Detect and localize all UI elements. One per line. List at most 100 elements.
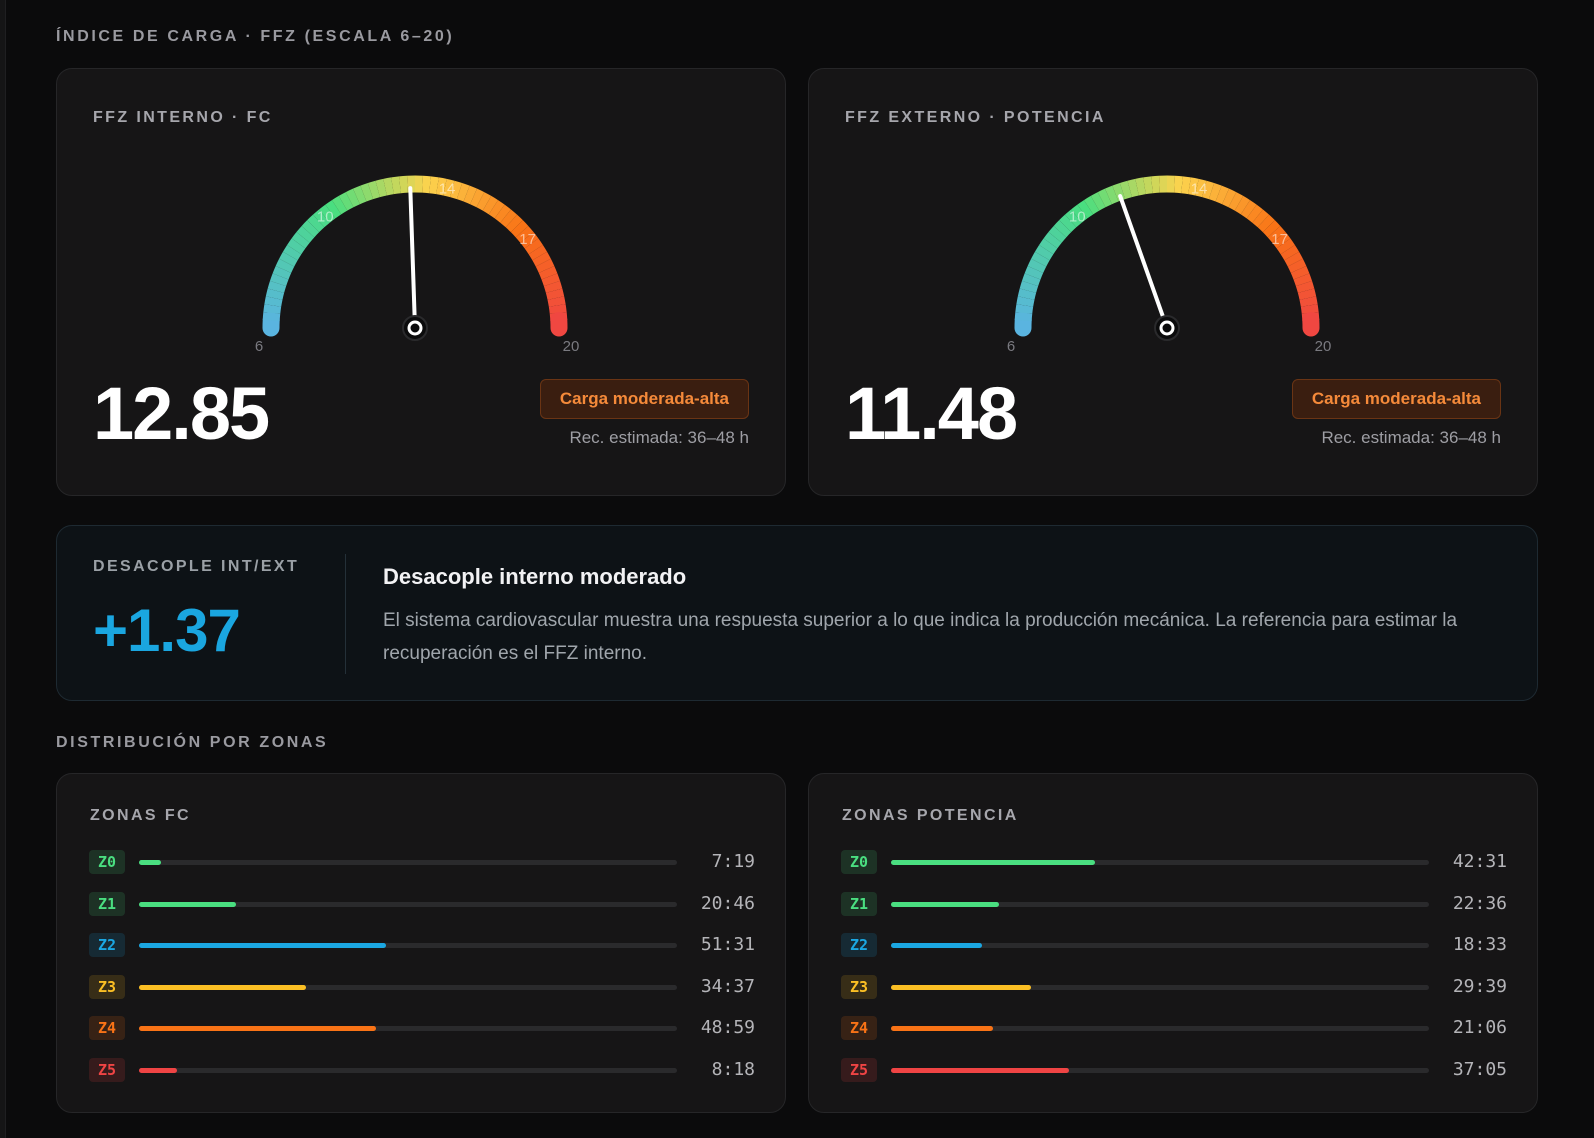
gauge-arc-segment [541, 273, 561, 287]
zone-bar-track [139, 984, 677, 990]
gauge-arc-segment [1064, 209, 1082, 228]
zone-bar-track [891, 860, 1429, 865]
gauge-arc-segment [443, 178, 455, 198]
zone-tag: Z0 [841, 850, 877, 874]
gauge-arc-segment [1048, 225, 1067, 243]
gauge-title: FFZ EXTERNO · POTENCIA [845, 109, 1106, 126]
zone-bar-fill [891, 943, 983, 948]
gauge-arc-segment [436, 177, 447, 196]
zone-bar-fill [139, 943, 387, 948]
gauge-arc-segment [545, 288, 565, 300]
gauge-arc-segment [279, 251, 298, 267]
zone-tag: Z0 [89, 850, 125, 874]
gauge-arc-segment [331, 195, 348, 215]
zone-tag: Z5 [89, 1057, 125, 1082]
zone-time: 8:18 [711, 1058, 755, 1080]
gauge-arc-segment [494, 204, 511, 223]
gauge-arc-segment [510, 220, 529, 238]
zone-row: Z0 42:31 [841, 850, 1507, 874]
gauge-title: FFZ INTERNO · FC [93, 109, 273, 126]
gauge-arc-segment [1267, 225, 1286, 243]
gauge-arc-segment [267, 280, 287, 293]
gauge-arc-segment [429, 176, 439, 195]
zone-time: 34:37 [700, 975, 755, 997]
gauge-arc-segment [1234, 195, 1251, 215]
gauge-arc-segment [1077, 200, 1094, 219]
zone-time: 29:39 [1452, 975, 1507, 997]
zone-tag: Z5 [841, 1057, 877, 1082]
gauge-arc-segment [463, 185, 478, 205]
gauge-tick-label: 20 [1315, 338, 1332, 355]
gauge-arc-segment [1027, 258, 1047, 273]
gauge-needle [408, 186, 417, 330]
gauge-internal: 6 10 14 17 20 [255, 175, 579, 355]
gauge-arc-segment [1297, 288, 1317, 300]
load-section-title: ÍNDICE DE CARGA · FFZ (ESCALA 6–20) [56, 28, 455, 45]
gauge-arc-segment [287, 238, 306, 255]
zone-time: 48:59 [700, 1017, 755, 1038]
gauge-arc-segment [1240, 200, 1257, 219]
zone-bar-fill [139, 984, 306, 990]
zone-time: 21:06 [1452, 1017, 1507, 1038]
gauge-card-external: FFZ EXTERNO · POTENCIA 6 10 14 17 20 11.48 C… [808, 68, 1538, 496]
gauge-arc-segment [352, 185, 367, 205]
gauge-tick-label: 17 [519, 231, 536, 248]
gauge-arc-segment [1246, 204, 1263, 223]
zone-bar-track [139, 901, 677, 907]
gauge-arc-segment [1043, 232, 1062, 249]
zone-bar-fill [891, 860, 1096, 865]
zones-panel-hr: ZONAS FC Z0 7:19 Z1 20:46 Z2 51:31 Z3 34:37 Z4 48… [56, 773, 786, 1113]
gauge-arc-segment [275, 258, 295, 273]
gauge-tick-label: 14 [439, 181, 456, 198]
zone-bar-track [139, 943, 677, 948]
gauge-arc-segment [1019, 280, 1039, 293]
zone-time: 51:31 [700, 934, 755, 955]
zone-bar-track [139, 860, 677, 865]
gauge-arc-segment [1016, 296, 1035, 307]
zone-time: 37:05 [1452, 1058, 1507, 1080]
gauge-arc-segment [375, 178, 387, 198]
gauge-arc-segment [1071, 204, 1088, 223]
gauge-arc-segment [307, 214, 325, 233]
gauge-arc-segment [312, 209, 330, 228]
gauge-arc-segment [524, 238, 543, 255]
gauge-arc-segment [1293, 273, 1313, 287]
zone-bar-fill [891, 901, 999, 907]
gauge-arc-segment [528, 244, 548, 261]
gauge-arc-segment [383, 177, 394, 196]
zone-bar-track [891, 984, 1429, 990]
gauge-tick-label: 14 [1191, 181, 1208, 198]
gauge-arc-segment [1021, 273, 1041, 287]
gauge-tick-label: 10 [1069, 208, 1086, 225]
gauge-value: 11.48 [845, 372, 1018, 455]
zones-panel-title: ZONAS FC [90, 807, 191, 824]
gauge-arc-segment [538, 265, 558, 280]
zone-bar-track [891, 1026, 1429, 1031]
zone-row: Z3 29:39 [841, 974, 1507, 999]
gauge-value: 12.85 [93, 372, 270, 455]
gauge-arc-segment [1284, 251, 1303, 267]
zone-time: 22:36 [1452, 892, 1507, 914]
gauge-arc-segment [1039, 238, 1058, 255]
gauge-arc-segment [1034, 244, 1054, 261]
gauge-arc-segment [1090, 192, 1106, 211]
gauge-arc-segment [1135, 177, 1146, 196]
gauge-arc-segment [345, 188, 360, 208]
zone-time: 7:19 [711, 851, 755, 872]
zone-bar-fill [139, 1026, 376, 1031]
zone-time: 42:31 [1452, 851, 1507, 872]
zone-row: Z4 48:59 [89, 1016, 755, 1040]
gauge-arc-segment [1287, 258, 1307, 273]
gauge-card-internal: FFZ INTERNO · FC 6 10 14 17 20 12.85 Carga m… [56, 68, 786, 496]
gauge-arc-segment [1262, 220, 1281, 238]
gauge-arc-segment [325, 200, 342, 219]
zone-tag: Z2 [841, 933, 877, 957]
gauge-arc-segment [1097, 188, 1112, 208]
zones-panel-title: ZONAS POTENCIA [842, 807, 1019, 824]
gauge-arc-segment [1272, 232, 1291, 249]
zone-tag: Z1 [89, 891, 125, 916]
gauge-arc-segment [1112, 182, 1126, 202]
gauge-arc-segment [1215, 185, 1230, 205]
gauge-external: 6 10 14 17 20 [1007, 175, 1332, 355]
decouple-title: Desacople interno moderado [383, 564, 687, 589]
